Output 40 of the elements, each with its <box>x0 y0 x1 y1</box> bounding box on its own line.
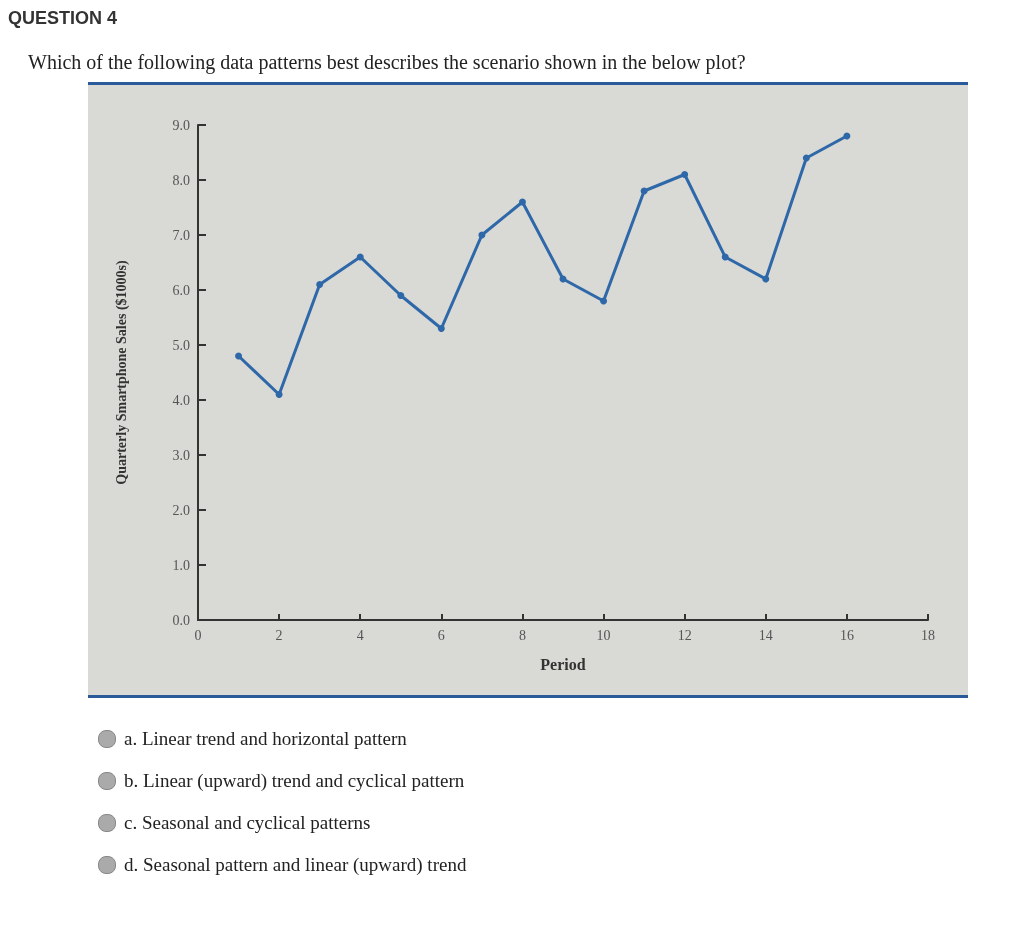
point <box>316 281 324 288</box>
y-tick-label: 2.0 <box>172 502 190 518</box>
y-tick-label: 6.0 <box>172 282 190 298</box>
y-tick-label: 9.0 <box>172 117 190 133</box>
point <box>681 171 689 178</box>
point <box>437 325 445 332</box>
y-axis-title: Quarterly Smartphone Sales ($1000s) <box>113 259 130 485</box>
y-tick-label: 5.0 <box>172 337 190 353</box>
text: b. Linear (upward) trend and cyclical pattern <box>124 770 465 792</box>
x-tick-label: 14 <box>758 627 773 643</box>
point <box>721 253 729 261</box>
x-tick-label: 18 <box>921 627 935 643</box>
point <box>518 198 526 206</box>
x-tick-label: 10 <box>596 627 611 643</box>
y-tick-label: 7.0 <box>172 227 190 243</box>
y-tick-label: 0.0 <box>172 612 190 628</box>
x-tick-label: 2 <box>275 627 283 643</box>
point <box>762 275 770 283</box>
x-axis-title: Period <box>540 655 586 673</box>
text: d. Seasonal pattern and linear (upward) trend <box>124 854 467 876</box>
text: a. Linear trend and horizontal pattern <box>124 728 407 750</box>
point <box>802 154 810 162</box>
x-tick-label: 8 <box>518 627 526 643</box>
x-tick-label: 12 <box>677 627 692 643</box>
point <box>356 253 364 261</box>
point <box>397 292 405 299</box>
point <box>235 352 243 360</box>
x-tick-label: 0 <box>194 627 202 643</box>
y-tick-label: 4.0 <box>172 392 190 408</box>
point <box>600 297 608 305</box>
text: c. Seasonal and cyclical patterns <box>124 812 371 834</box>
y-tick-label: 1.0 <box>172 557 190 573</box>
y-tick-label: 8.0 <box>172 172 190 188</box>
chart-subtitle: QUESTION 4 <box>8 8 119 29</box>
chart-title: Which of the following data patterns best describes the scenario shown in the below plot? <box>28 51 747 74</box>
x-tick-label: 4 <box>356 627 364 643</box>
x-tick-label: 16 <box>839 627 854 643</box>
point <box>275 391 283 398</box>
x-tick-label: 6 <box>437 627 445 643</box>
y-tick-label: 3.0 <box>172 447 190 463</box>
